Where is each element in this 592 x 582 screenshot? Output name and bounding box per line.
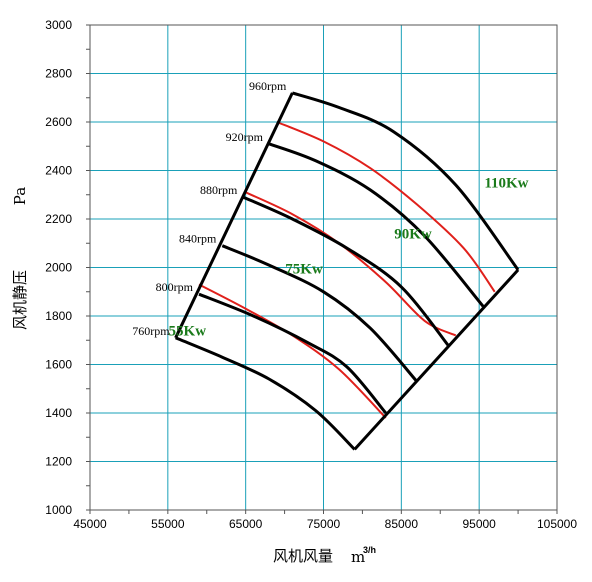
y-tick-label: 1200 (45, 455, 72, 469)
x-tick-label: 55000 (151, 517, 185, 531)
x-tick-label: 65000 (229, 517, 263, 531)
power-label: 90Kw (394, 226, 432, 242)
power-label: 110Kw (484, 175, 528, 191)
y-tick-label: 1400 (45, 406, 72, 420)
y-tick-label: 1000 (45, 503, 72, 517)
rpm-label: 880rpm (200, 183, 238, 197)
x-tick-label: 95000 (462, 517, 496, 531)
axes: 45000 55000 65000 75000 85000 95000 105000 1000… (45, 18, 577, 531)
x-tick-label: 45000 (73, 517, 107, 531)
y-tick-label: 3000 (45, 18, 72, 32)
rpm-curve (198, 292, 387, 414)
power-label: 75Kw (285, 262, 323, 278)
rpm-label: 840rpm (179, 232, 217, 246)
x-axis-unit-superscript: 3/h (363, 545, 376, 555)
y-tick-label: 2200 (45, 212, 72, 226)
curve-labels: 760rpm 800rpm 840rpm 880rpm 920rpm 960rpm 55Kw… (132, 79, 528, 339)
y-axis-title: 风机静压 (11, 270, 29, 330)
power-curve (245, 191, 457, 337)
rpm-label: 920rpm (226, 130, 264, 144)
y-tick-label: 1800 (45, 309, 72, 323)
y-tick-label: 1600 (45, 358, 72, 372)
rpm-curve (175, 336, 356, 451)
right-boundary (353, 268, 520, 451)
grid (89, 24, 558, 511)
rpm-label: 800rpm (156, 280, 194, 294)
x-axis-unit: m (351, 548, 365, 566)
x-tick-label: 75000 (307, 517, 341, 531)
rpm-label: 760rpm (132, 324, 170, 338)
y-tick-label: 2400 (45, 164, 72, 178)
rpm-curve (291, 91, 520, 271)
y-tick-label: 2000 (45, 261, 72, 275)
curves (174, 91, 520, 451)
x-tick-label: 85000 (385, 517, 419, 531)
x-tick-label: 105000 (537, 517, 577, 531)
y-tick-label: 2800 (45, 67, 72, 81)
left-boundary (174, 92, 294, 339)
rpm-curve (221, 244, 419, 383)
plot-frame (89, 24, 558, 511)
x-axis-title: 风机风量 (273, 547, 333, 565)
y-axis-unit: Pa (11, 187, 29, 205)
rpm-curve (242, 195, 450, 347)
rpm-label: 960rpm (249, 79, 287, 93)
rpm-curve (268, 142, 485, 308)
y-tick-label: 2600 (45, 115, 72, 129)
power-curve (276, 121, 496, 293)
power-label: 55Kw (169, 323, 207, 339)
